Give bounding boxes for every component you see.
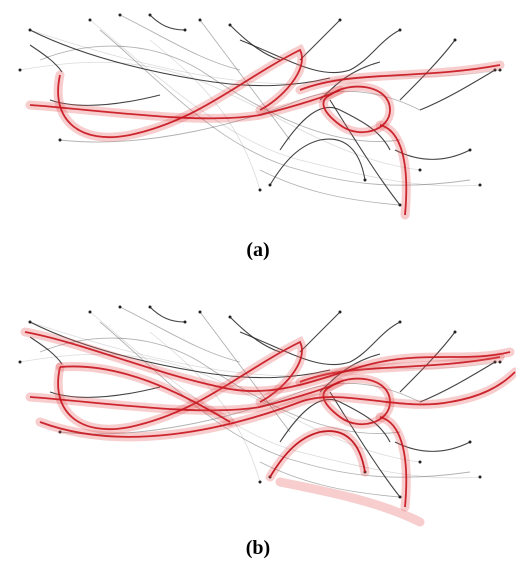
caption: (b) <box>246 537 270 559</box>
panel-a <box>19 14 502 216</box>
figure: (a) (b) <box>0 0 516 564</box>
page-body: (a) (b) (() => { const data = JSON.parse… <box>0 0 516 564</box>
page: Edge bundling figure {"figures": [{"capt… <box>0 0 516 564</box>
panel-b <box>19 306 516 523</box>
caption: (a) <box>246 239 269 261</box>
bundled-edges <box>30 50 500 215</box>
